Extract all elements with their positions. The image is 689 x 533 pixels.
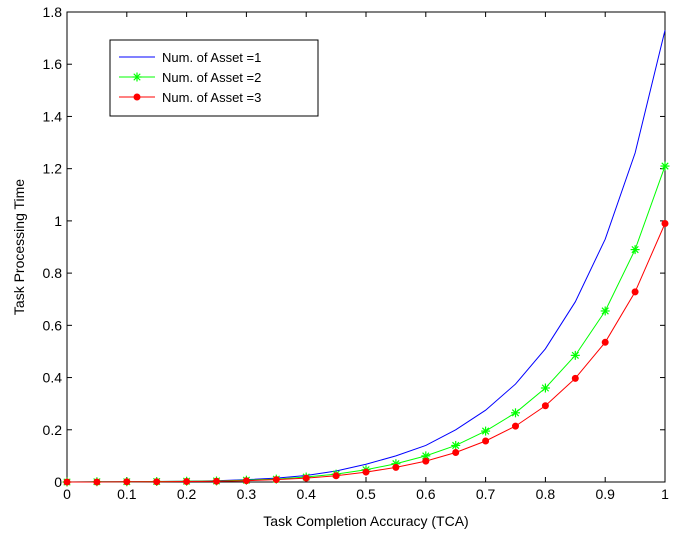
legend-label: Num. of Asset =1 (162, 50, 261, 65)
legend-box (109, 39, 319, 117)
axis-ticks: 0 0.1 0.2 0.3 0.4 0.5 0.6 0.7 0.8 0.9 1 0 0.2 0.4 0.6 0… (43, 4, 670, 502)
x-tick-label: 0.2 (177, 486, 197, 502)
dot-marker (392, 463, 400, 471)
dot-marker (123, 478, 131, 486)
y-tick-label: 0.4 (43, 370, 63, 386)
dot-marker (482, 437, 490, 445)
y-tick-label: 0.2 (43, 422, 63, 438)
x-tick-label: 0.5 (356, 486, 376, 502)
dot-marker (272, 476, 280, 484)
dot-marker (362, 468, 370, 476)
series-3 (63, 220, 669, 486)
x-tick-label: 0.7 (476, 486, 496, 502)
x-tick-label: 0.4 (296, 486, 316, 502)
asterisk-marker (540, 383, 550, 393)
dot-marker (153, 478, 161, 486)
x-tick-label: 0.1 (117, 486, 137, 502)
legend-entry: Num. of Asset =1 (119, 50, 261, 65)
asterisk-marker (511, 408, 520, 418)
asterisk-marker (600, 306, 610, 316)
dot-marker (183, 477, 191, 485)
x-tick-label: 0.6 (416, 486, 436, 502)
asterisk-marker (660, 161, 670, 171)
dot-marker (661, 220, 669, 227)
y-tick-label: 0.8 (43, 265, 63, 281)
asterisk-marker (630, 245, 640, 255)
legend-entry: Num. of Asset =3 (119, 90, 261, 105)
y-tick-label: 1.2 (43, 161, 63, 177)
dot-marker (242, 477, 250, 485)
series-layer (62, 30, 670, 487)
dot-marker (512, 422, 519, 430)
x-axis-label: Task Completion Accuracy (TCA) (263, 513, 468, 529)
x-tick-label: 0.9 (595, 486, 615, 502)
dot-marker (302, 474, 310, 482)
dot-marker (332, 472, 340, 480)
asterisk-marker (451, 440, 461, 450)
y-tick-label: 1.8 (43, 4, 63, 20)
dot-marker (213, 477, 220, 485)
dot-marker (133, 93, 141, 101)
y-tick-label: 1 (54, 213, 62, 229)
x-tick-label: 0 (63, 486, 71, 502)
dot-marker (63, 478, 71, 486)
dot-marker (571, 374, 579, 382)
x-tick-label: 1 (661, 486, 669, 502)
dot-marker (422, 457, 430, 465)
asterisk-marker (481, 426, 491, 436)
legend-label: Num. of Asset =2 (162, 70, 261, 85)
dot-marker (541, 402, 549, 410)
asterisk-marker (132, 72, 142, 82)
dot-marker (601, 338, 609, 346)
dot-marker (631, 288, 639, 296)
x-tick-label: 0.3 (237, 486, 257, 502)
y-tick-label: 0 (54, 474, 62, 490)
y-tick-label: 1.6 (43, 56, 63, 72)
x-tick-label: 0.8 (536, 486, 556, 502)
legend-entry: Num. of Asset =2 (119, 70, 261, 85)
legend: Num. of Asset =1 Num. of Asset =2 Num. of … (109, 39, 319, 117)
y-axis-label: Task Processing Time (11, 179, 27, 315)
y-tick-label: 1.4 (43, 108, 63, 124)
dot-marker (93, 478, 101, 486)
y-tick-label: 0.6 (43, 317, 63, 333)
legend-label: Num. of Asset =3 (162, 90, 261, 105)
asterisk-marker (570, 350, 580, 360)
dot-marker (452, 448, 460, 456)
